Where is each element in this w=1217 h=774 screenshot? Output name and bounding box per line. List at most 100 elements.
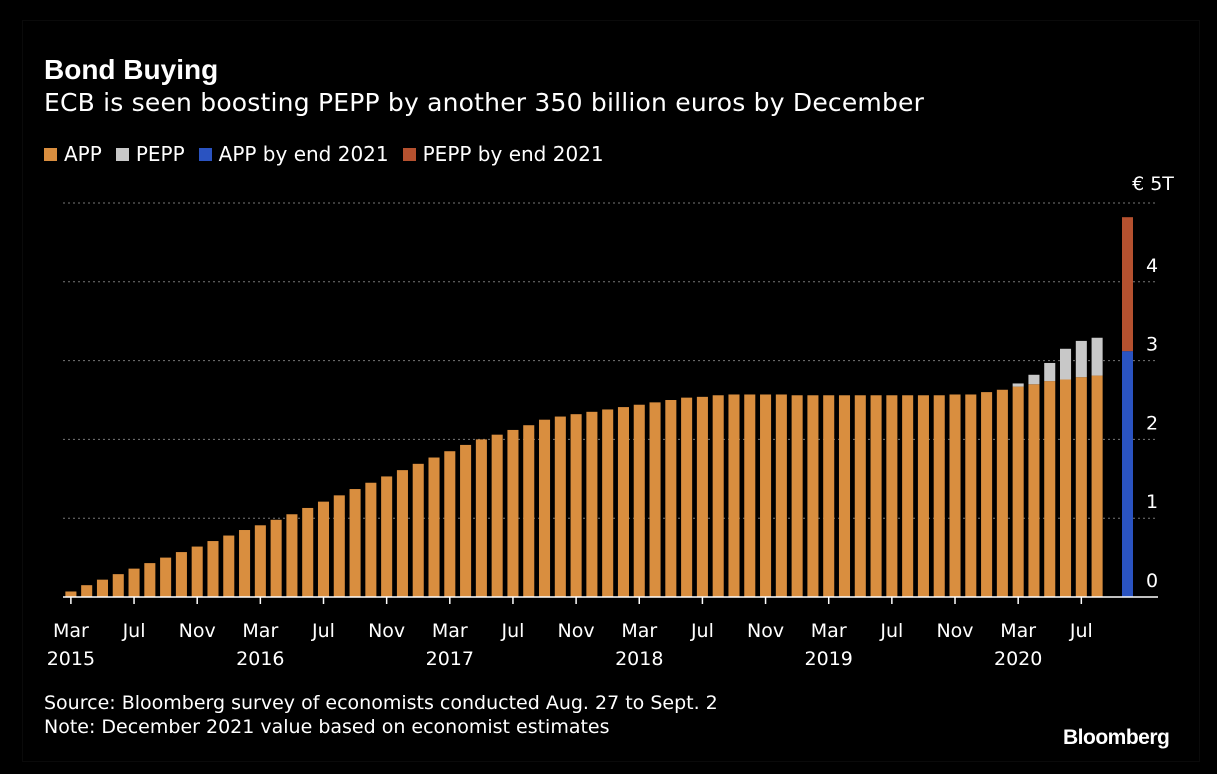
bar-app xyxy=(1044,381,1056,597)
bar-app xyxy=(1028,384,1040,597)
x-tick-label: Jul xyxy=(122,620,146,642)
x-tick-label: Mar xyxy=(621,620,657,642)
x-tick-label: Mar xyxy=(1000,620,1036,642)
bar-app xyxy=(128,568,140,597)
bar-app xyxy=(491,434,503,597)
legend-item-pepp: PEPP xyxy=(115,142,185,166)
bar-app xyxy=(175,552,187,597)
x-tick-label: Mar xyxy=(811,620,847,642)
x-tick-label: Mar xyxy=(53,620,89,642)
bar-app xyxy=(902,395,914,597)
y-axis-unit: € 5T xyxy=(1132,173,1174,195)
bar-pepp xyxy=(1091,337,1103,376)
x-tick-label: Mar xyxy=(432,620,468,642)
bar-app xyxy=(475,439,487,597)
bar-app xyxy=(665,400,677,597)
bar-app xyxy=(760,394,772,597)
legend-label-pepp: PEPP xyxy=(135,142,185,166)
bar-app xyxy=(744,394,756,597)
legend-label-app-2021: APP by end 2021 xyxy=(218,142,389,166)
x-tick-year: 2017 xyxy=(426,648,474,670)
legend-swatch-pepp xyxy=(115,147,129,161)
y-tick-label: 4 xyxy=(1146,255,1158,277)
bar-app xyxy=(775,394,787,597)
bar-app xyxy=(807,395,819,597)
x-tick-year: 2018 xyxy=(615,648,663,670)
source-note: Source: Bloomberg survey of economists c… xyxy=(44,692,718,714)
bar-pepp xyxy=(1075,340,1087,378)
bar-app xyxy=(539,419,551,597)
bar-app xyxy=(396,470,408,597)
bar-app xyxy=(681,397,693,597)
bar-app xyxy=(838,395,851,597)
bar-app xyxy=(333,495,345,597)
bar-app xyxy=(712,395,724,597)
bar-app xyxy=(365,482,377,597)
x-tick-label: Jul xyxy=(311,620,335,642)
bar-app xyxy=(1091,375,1103,597)
bar-app xyxy=(239,530,251,597)
bar-app xyxy=(381,476,393,597)
y-tick-label: 0 xyxy=(1146,570,1158,592)
x-tick-year: 2020 xyxy=(994,648,1042,670)
bar-app xyxy=(823,395,835,597)
bar-app xyxy=(570,414,582,597)
y-tick-label: 1 xyxy=(1146,491,1158,513)
bar-app xyxy=(428,457,440,597)
bar-app xyxy=(981,392,993,597)
bar-app xyxy=(349,489,361,597)
bar-pepp xyxy=(1044,362,1056,382)
bar-app xyxy=(523,425,535,597)
estimate-note: Note: December 2021 value based on econo… xyxy=(44,716,610,738)
bar-app xyxy=(870,395,882,597)
bar-app xyxy=(554,416,566,597)
legend: APP PEPP APP by end 2021 PEPP by end 202… xyxy=(44,142,618,166)
bar-app xyxy=(302,507,314,597)
legend-label-pepp-2021: PEPP by end 2021 xyxy=(422,142,604,166)
bar-app xyxy=(144,563,156,597)
bar-app-2021 xyxy=(1122,351,1133,597)
bar-app xyxy=(412,463,424,597)
bloomberg-logo: Bloomberg xyxy=(1063,726,1170,749)
legend-swatch-pepp-2021 xyxy=(402,147,416,161)
bar-app xyxy=(1012,386,1024,597)
bar-app xyxy=(160,557,172,597)
legend-item-app: APP xyxy=(44,142,102,166)
x-tick-label: Mar xyxy=(242,620,278,642)
bar-app xyxy=(191,546,203,597)
bar-app xyxy=(617,407,629,597)
legend-swatch-app-2021 xyxy=(198,147,212,161)
x-tick-label: Nov xyxy=(936,620,973,642)
legend-item-app-2021: APP by end 2021 xyxy=(198,142,389,166)
bar-app xyxy=(965,394,977,597)
chart-title: Bond Buying xyxy=(44,54,219,85)
x-tick-label: Jul xyxy=(1069,620,1093,642)
bar-app xyxy=(65,591,77,597)
bar-app xyxy=(649,402,661,597)
bar-pepp xyxy=(1060,348,1072,380)
y-tick-label: 3 xyxy=(1146,334,1158,356)
x-tick-label: Jul xyxy=(690,620,714,642)
x-tick-label: Jul xyxy=(500,620,524,642)
x-tick-year: 2016 xyxy=(236,648,284,670)
bar-app xyxy=(81,585,93,597)
bar-app xyxy=(286,514,298,597)
bar-app xyxy=(1060,379,1072,597)
bar-app xyxy=(444,451,456,597)
x-tick-label: Jul xyxy=(879,620,903,642)
bar-app xyxy=(1075,377,1087,597)
bar-app xyxy=(586,411,598,597)
y-tick-label: 2 xyxy=(1146,412,1158,434)
legend-item-pepp-2021: PEPP by end 2021 xyxy=(402,142,604,166)
bar-app xyxy=(949,394,961,597)
bar-app xyxy=(633,404,645,597)
bar-app xyxy=(96,579,108,597)
x-tick-year: 2015 xyxy=(47,648,95,670)
x-tick-year: 2019 xyxy=(805,648,853,670)
x-tick-label: Nov xyxy=(179,620,216,642)
bar-app xyxy=(207,541,219,597)
bar-app xyxy=(886,395,898,597)
bar-app xyxy=(112,574,124,597)
bar-app xyxy=(933,395,945,597)
